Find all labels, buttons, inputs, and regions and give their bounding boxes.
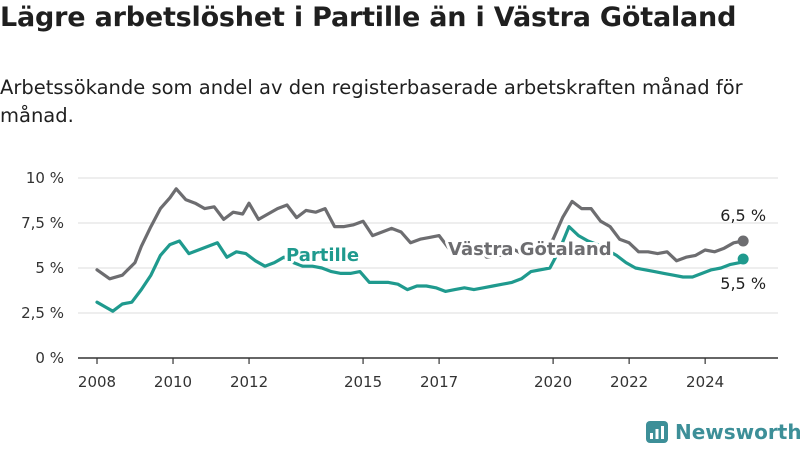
x-tick-label: 2015 (344, 373, 382, 391)
y-tick-label: 10 % (26, 169, 64, 187)
y-tick-label: 2,5 % (21, 304, 64, 322)
series-label-partille: Partille (286, 245, 359, 266)
series-line-partille (95, 225, 745, 313)
y-tick-label: 7,5 % (21, 214, 64, 232)
x-tick-label: 2024 (686, 373, 724, 391)
newsworthy-logo-icon (646, 421, 668, 443)
end-value-label-partille: 5,5 % (720, 274, 766, 293)
x-tick-label: 2020 (534, 373, 572, 391)
x-tick-label: 2012 (230, 373, 268, 391)
series-line-vastra-gotaland (95, 187, 745, 281)
y-tick-label: 5 % (35, 259, 64, 277)
x-tick-label: 2010 (154, 373, 192, 391)
brand: Newsworthy (645, 420, 800, 444)
chart-subtitle: Arbetssökande som andel av den registerb… (0, 76, 743, 128)
series-label-vastra-gotaland: Västra Götaland (448, 239, 612, 260)
chart-title: Lägre arbetslöshet i Partille än i Västr… (0, 2, 737, 33)
x-tick-label: 2022 (610, 373, 648, 391)
end-value-label-vastra-gotaland: 6,5 % (720, 206, 766, 225)
brand-name: Newsworthy (675, 420, 800, 444)
y-tick-label: 0 % (35, 349, 64, 367)
end-marker-vastra-gotaland (737, 235, 749, 247)
x-tick-label: 2008 (78, 373, 116, 391)
end-marker-partille (737, 253, 749, 265)
x-tick-label: 2017 (420, 373, 458, 391)
